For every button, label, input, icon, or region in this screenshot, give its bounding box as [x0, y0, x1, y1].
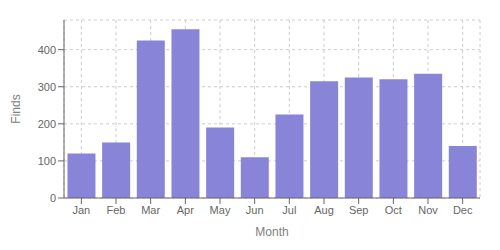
svg-text:Oct: Oct [385, 204, 402, 216]
svg-text:May: May [210, 204, 231, 216]
svg-text:Finds: Finds [9, 94, 23, 123]
svg-text:Jun: Jun [246, 204, 264, 216]
svg-text:Nov: Nov [418, 204, 438, 216]
svg-text:400: 400 [38, 44, 56, 56]
svg-text:Sep: Sep [349, 204, 369, 216]
svg-text:100: 100 [38, 155, 56, 167]
svg-text:Aug: Aug [314, 204, 334, 216]
svg-text:Apr: Apr [177, 204, 194, 216]
svg-text:0: 0 [50, 192, 56, 204]
svg-text:300: 300 [38, 81, 56, 93]
svg-text:Mar: Mar [141, 204, 160, 216]
svg-text:Jul: Jul [282, 204, 296, 216]
svg-text:Jan: Jan [72, 204, 90, 216]
svg-text:Dec: Dec [453, 204, 473, 216]
svg-text:Feb: Feb [107, 204, 126, 216]
svg-text:Month: Month [255, 225, 288, 239]
svg-text:200: 200 [38, 118, 56, 130]
